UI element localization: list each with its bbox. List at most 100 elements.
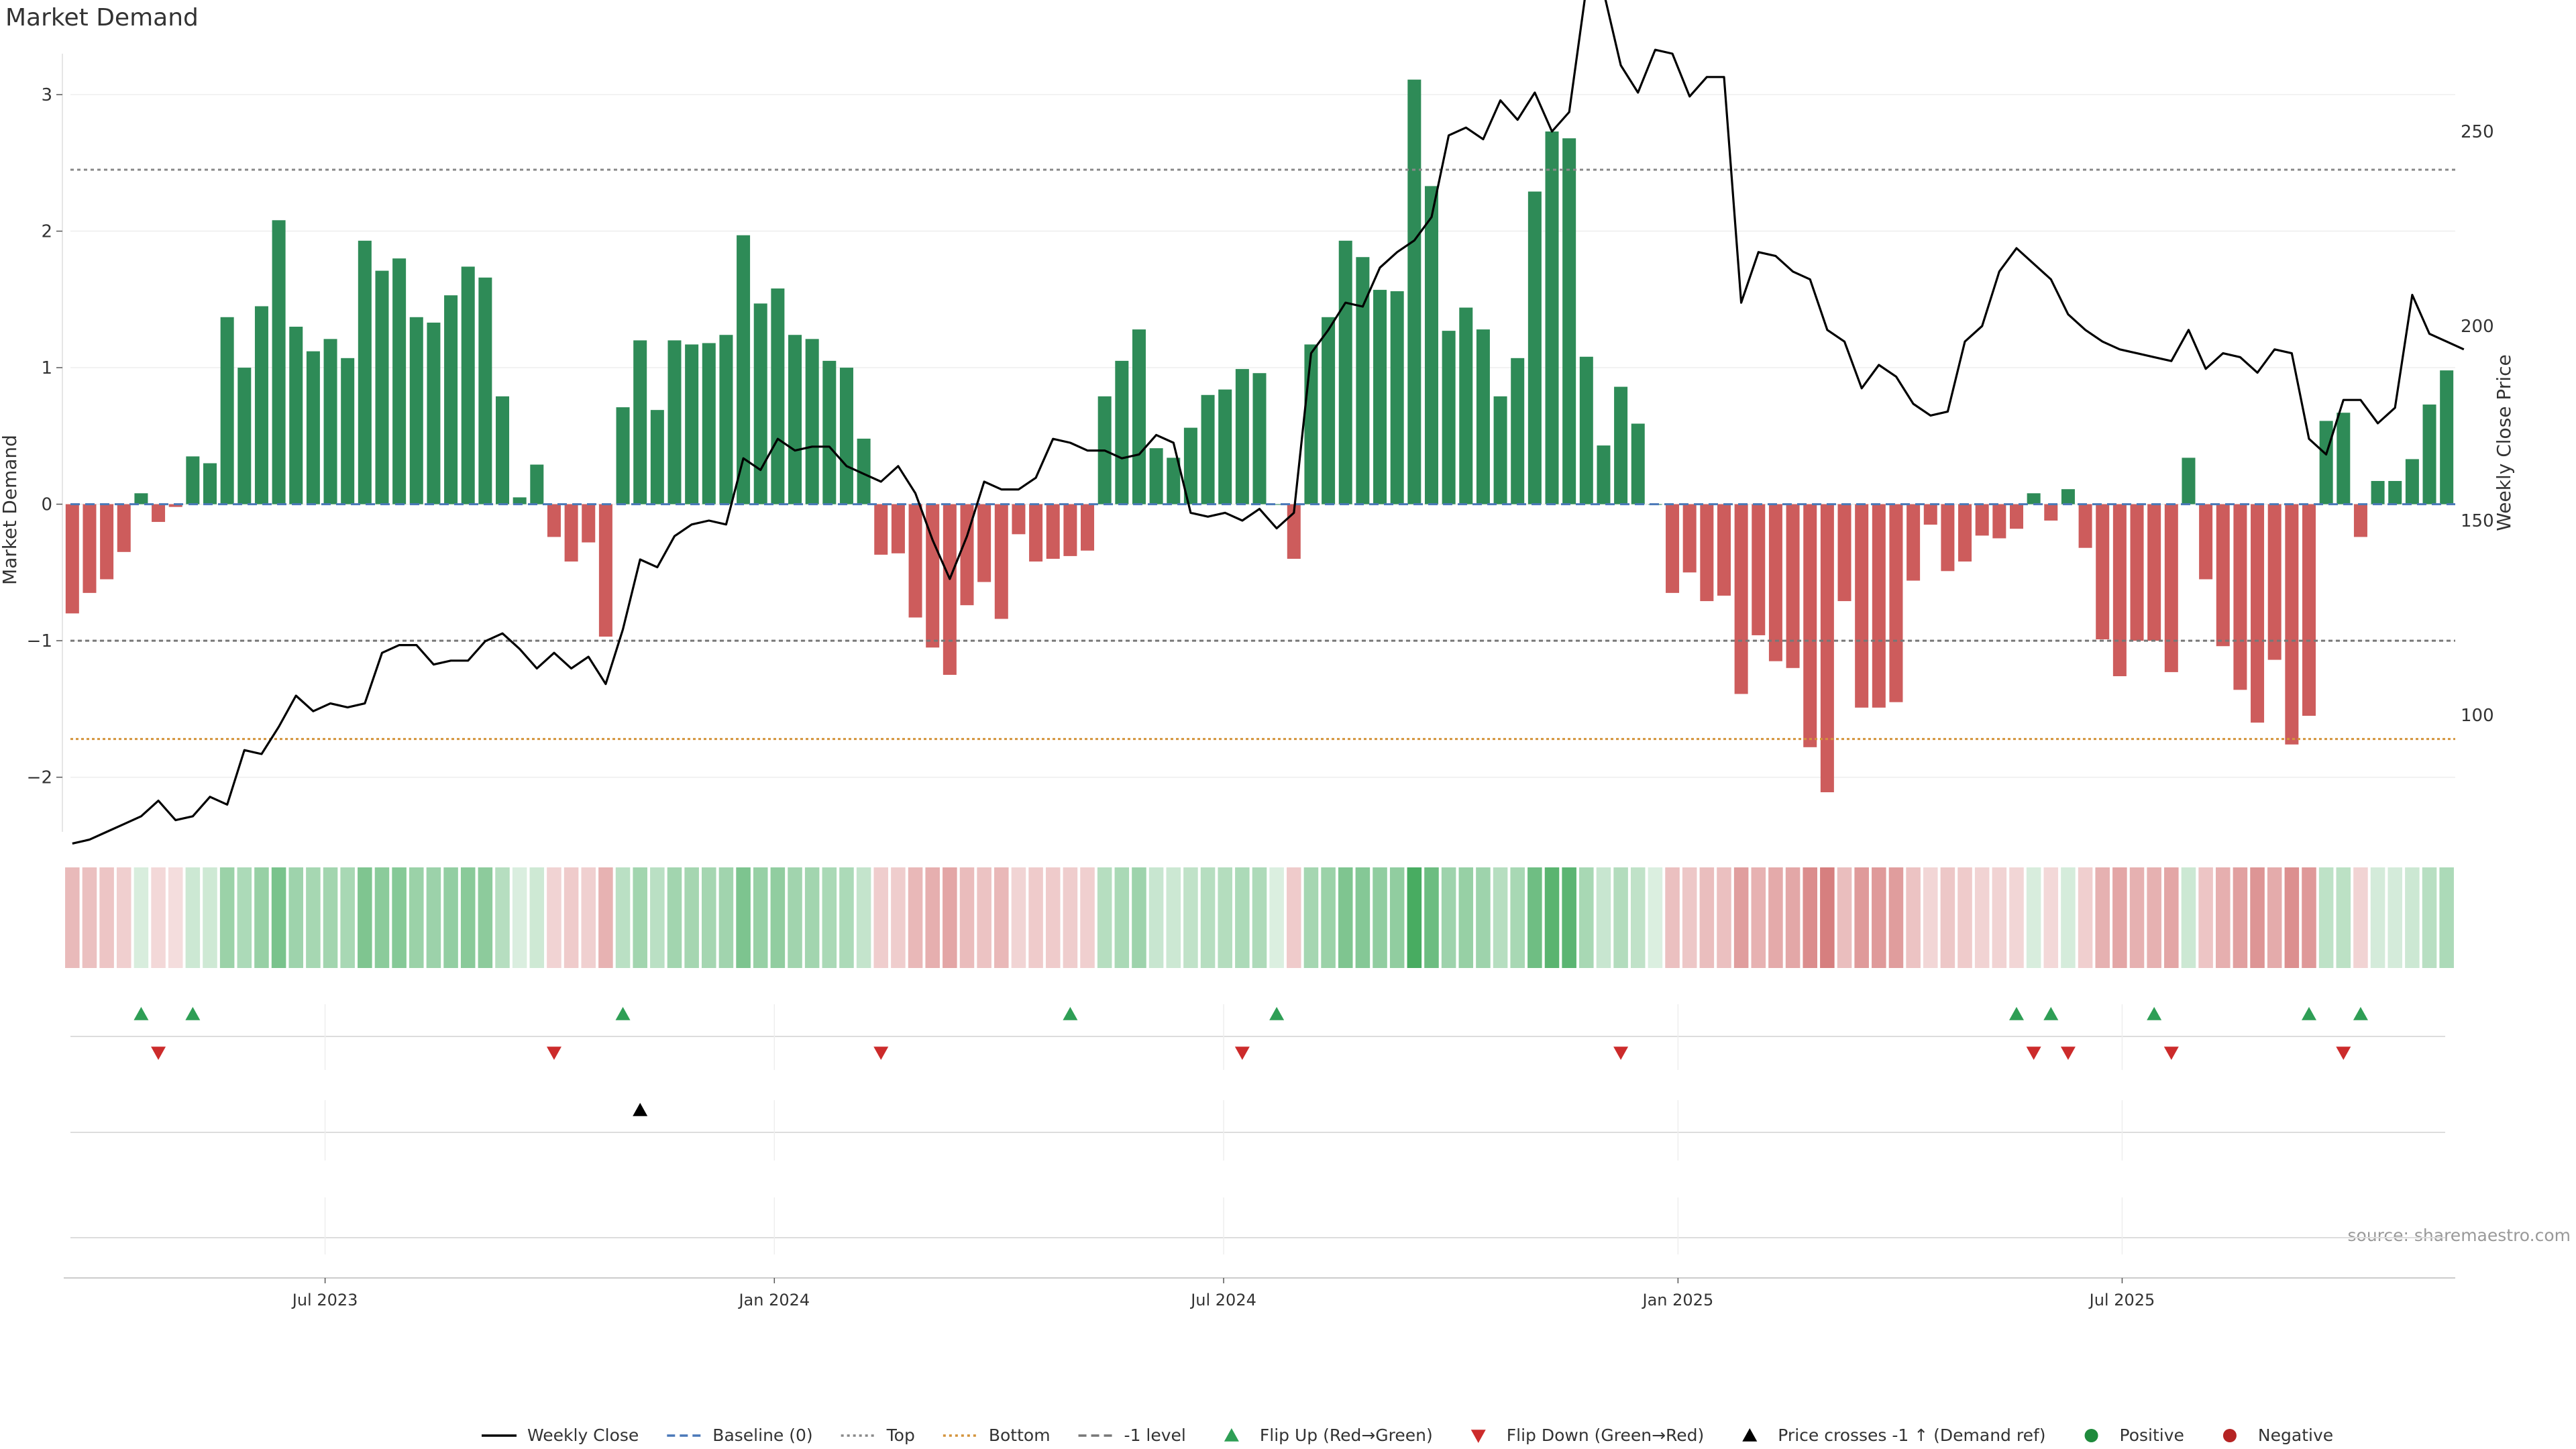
- heat-cell: [564, 867, 579, 968]
- heat-cell: [925, 867, 940, 968]
- demand-bar: [186, 456, 200, 504]
- legend-item: Bottom: [943, 1426, 1051, 1445]
- demand-bar: [1941, 504, 1955, 572]
- heat-cell: [1527, 867, 1542, 968]
- heat-cell: [2043, 867, 2059, 968]
- heat-cell: [581, 867, 596, 968]
- heat-cell: [2302, 867, 2316, 968]
- demand-bar: [719, 335, 733, 504]
- demand-bar: [1562, 138, 1576, 504]
- heat-cell: [185, 867, 201, 968]
- heat-cell: [2233, 867, 2248, 968]
- demand-bar: [547, 504, 561, 537]
- heat-cell: [1373, 867, 1387, 968]
- heat-cell: [1287, 867, 1301, 968]
- demand-bar: [737, 235, 751, 504]
- heat-cell: [1820, 867, 1835, 968]
- demand-bar: [1923, 504, 1937, 525]
- heat-cell: [1080, 867, 1095, 968]
- demand-bar: [1820, 504, 1834, 792]
- heat-cell: [891, 867, 906, 968]
- legend: Weekly Close Baseline (0) Top Bottom -1 leve…: [482, 1426, 2333, 1445]
- heat-cell: [994, 867, 1009, 968]
- demand-bar: [2061, 489, 2075, 504]
- demand-bar: [2267, 504, 2282, 660]
- flip-up-marker: [2353, 1007, 2368, 1020]
- demand-bar: [2285, 504, 2299, 745]
- legend-label: Baseline (0): [712, 1426, 812, 1445]
- right-tick-label: 250: [2461, 122, 2494, 142]
- demand-bar: [1063, 504, 1077, 556]
- heat-cell: [2095, 867, 2110, 968]
- demand-bar: [2112, 504, 2127, 676]
- demand-bar: [2251, 504, 2265, 723]
- flip-down-marker: [2060, 1046, 2076, 1060]
- demand-bar: [1803, 504, 1817, 747]
- demand-bar: [839, 368, 853, 504]
- heat-cell: [460, 867, 476, 968]
- weekly-close-line: [72, 0, 2465, 845]
- legend-label: -1 level: [1124, 1426, 1186, 1445]
- heat-cell: [288, 867, 304, 968]
- demand-bar: [1201, 394, 1215, 504]
- demand-bar: [1046, 504, 1060, 559]
- heat-cell: [1441, 867, 1456, 968]
- demand-bar: [616, 407, 630, 504]
- heat-cell: [2336, 867, 2351, 968]
- heat-cell: [358, 867, 372, 968]
- heat-cell: [1458, 867, 1474, 968]
- demand-bar: [375, 270, 389, 504]
- demand-bar: [1287, 504, 1301, 559]
- heat-cell: [478, 867, 493, 968]
- demand-bar: [461, 266, 475, 504]
- demand-bar: [1700, 504, 1714, 602]
- right-tick-label: 100: [2461, 706, 2494, 726]
- demand-bar: [1390, 291, 1404, 504]
- demand-bar: [341, 358, 355, 504]
- x-axis: Jul 2023 Jan 2024 Jul 2024 Jan 2025 Jul 2025: [64, 1277, 2455, 1309]
- demand-bar: [1442, 331, 1456, 504]
- legend-label: Bottom: [989, 1426, 1051, 1445]
- heat-cell: [512, 867, 527, 968]
- demand-bar: [427, 322, 441, 504]
- heat-cell: [1200, 867, 1216, 968]
- demand-bar: [1597, 445, 1611, 504]
- demand-bar: [908, 504, 922, 618]
- legend-item: -1 level: [1078, 1426, 1186, 1445]
- heat-cell: [168, 867, 183, 968]
- legend-item: Price crosses -1 ↑ (Demand ref): [1742, 1426, 2046, 1445]
- x-tick-label: Jul 2025: [2088, 1291, 2155, 1309]
- heat-cell: [1906, 867, 1921, 968]
- heat-cell: [133, 867, 149, 968]
- heat-cell: [1389, 867, 1405, 968]
- heat-cell: [873, 867, 889, 968]
- demand-bar: [1029, 504, 1043, 562]
- chart-title: Market Demand: [5, 4, 199, 32]
- demand-bar: [977, 504, 991, 582]
- demand-bar: [874, 504, 888, 555]
- demand-bar: [1975, 504, 1989, 536]
- demand-bar: [564, 504, 578, 562]
- heat-cell: [753, 867, 768, 968]
- legend-label: Flip Up (Red→Green): [1260, 1426, 1433, 1445]
- demand-bar: [134, 493, 148, 504]
- demand-bar: [1356, 257, 1370, 504]
- heat-cell: [2129, 867, 2145, 968]
- signal-markers: [70, 1004, 2445, 1254]
- heat-cell: [702, 867, 716, 968]
- demand-bar: [1149, 448, 1163, 504]
- demand-bar: [203, 463, 217, 504]
- demand-bar: [2233, 504, 2247, 690]
- heat-cell: [1424, 867, 1439, 968]
- flip-up-marker: [615, 1007, 631, 1020]
- heat-cell: [1682, 867, 1697, 968]
- flip-down-marker: [2336, 1046, 2351, 1060]
- heat-cell: [1218, 867, 1232, 968]
- heat-cell: [65, 867, 80, 968]
- demand-bar: [1786, 504, 1800, 668]
- heat-cell: [650, 867, 665, 968]
- demand-bar: [1132, 329, 1146, 504]
- demand-bar: [2422, 405, 2436, 504]
- heat-cell: [2164, 867, 2179, 968]
- demand-bar: [306, 351, 320, 504]
